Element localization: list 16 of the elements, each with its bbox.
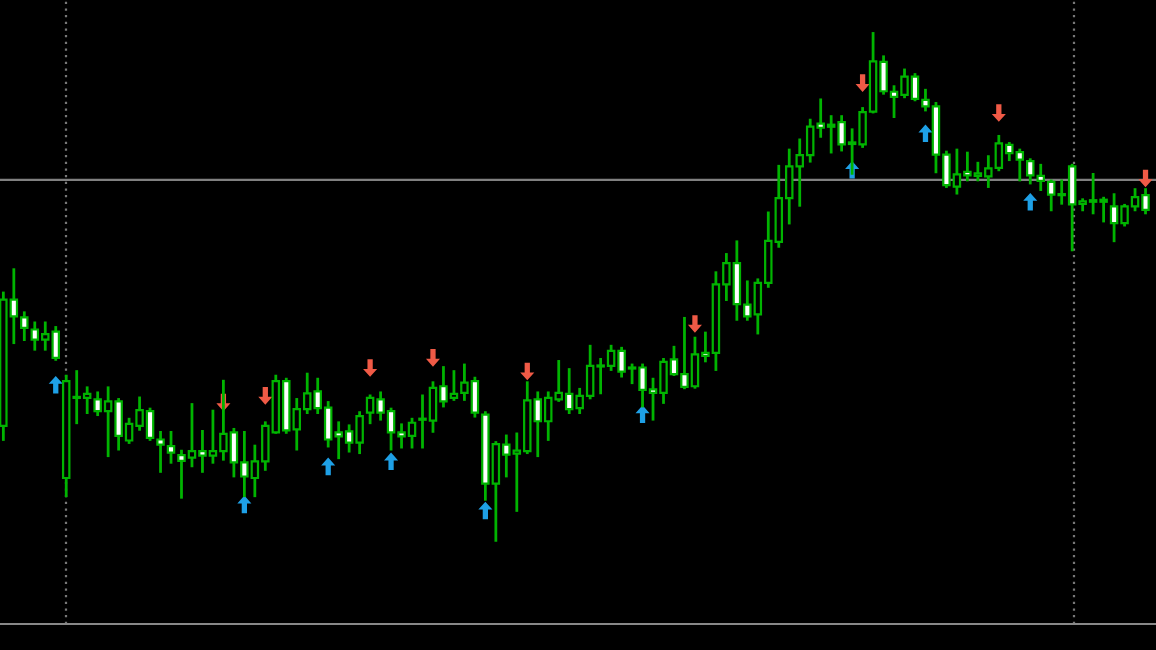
point xyxy=(48,375,63,394)
point xyxy=(425,349,440,367)
point xyxy=(520,362,535,381)
point xyxy=(855,74,870,92)
point xyxy=(363,359,378,377)
point xyxy=(918,124,933,143)
point xyxy=(991,104,1006,122)
point xyxy=(258,387,273,405)
point xyxy=(687,315,702,333)
point xyxy=(384,452,399,471)
point xyxy=(478,501,493,520)
point xyxy=(237,495,252,514)
point xyxy=(321,457,336,476)
point xyxy=(635,405,650,423)
point xyxy=(1138,169,1153,188)
point xyxy=(1023,192,1038,211)
